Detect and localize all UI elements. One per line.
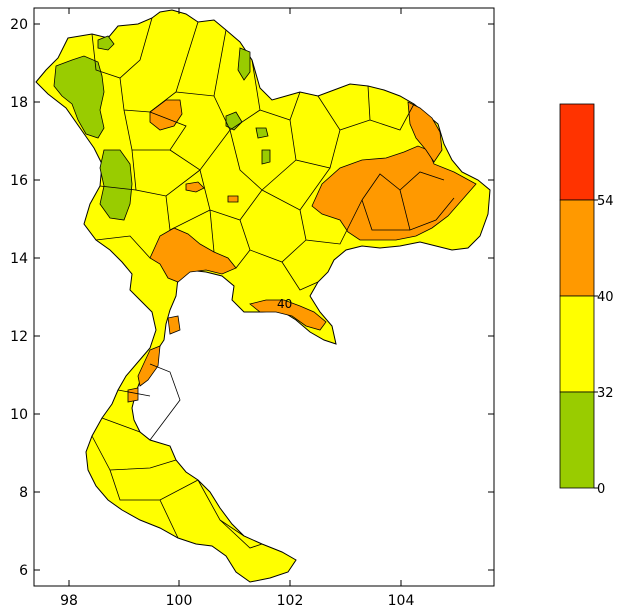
orange-zones bbox=[127, 99, 477, 403]
orange-zone-north-central bbox=[149, 99, 183, 131]
green-zone-central-3 bbox=[261, 149, 271, 165]
legend-swatch-yellow bbox=[559, 295, 595, 393]
legend-label: 0 bbox=[597, 482, 605, 497]
green-zone-northwest bbox=[53, 55, 105, 139]
orange-zone-small-2 bbox=[227, 195, 239, 203]
green-zones bbox=[53, 35, 271, 221]
legend-swatch-green bbox=[559, 391, 595, 489]
orange-zone-northeast bbox=[311, 145, 477, 241]
x-tick-label: 98 bbox=[60, 593, 78, 609]
y-tick-label: 18 bbox=[10, 95, 28, 111]
legend-swatch-red bbox=[559, 103, 595, 201]
legend-colorbar: 54 40 32 0 bbox=[559, 103, 614, 497]
y-tick-label: 12 bbox=[10, 329, 28, 345]
x-tick-label: 102 bbox=[277, 593, 304, 609]
legend-swatch-orange bbox=[559, 199, 595, 297]
y-tick-label: 8 bbox=[19, 485, 28, 501]
legend-label: 40 bbox=[597, 290, 614, 305]
green-zone-north-east bbox=[237, 47, 251, 81]
orange-zone-southeast-coast bbox=[249, 299, 327, 331]
contour-label: 40 bbox=[277, 297, 292, 311]
green-zone-central-1 bbox=[225, 111, 243, 131]
orange-zone-east-rim bbox=[407, 101, 443, 163]
green-zone-central-2 bbox=[255, 127, 269, 139]
orange-zone-south-3 bbox=[127, 387, 139, 403]
y-tick-label: 14 bbox=[10, 251, 28, 267]
x-tick-label: 104 bbox=[388, 593, 415, 609]
y-tick-label: 10 bbox=[10, 407, 28, 423]
orange-zone-south-2 bbox=[137, 345, 161, 387]
orange-zone-small-1 bbox=[185, 181, 205, 193]
green-zone-west bbox=[99, 149, 133, 221]
x-axis: 98 100 102 104 bbox=[60, 8, 414, 609]
province-borders bbox=[91, 17, 455, 549]
x-tick-label: 100 bbox=[166, 593, 193, 609]
orange-zone-south-1 bbox=[167, 315, 181, 335]
legend-label: 54 bbox=[597, 194, 614, 209]
legend-label: 32 bbox=[597, 386, 614, 401]
y-tick-label: 20 bbox=[10, 17, 28, 33]
green-zone-north-small bbox=[97, 35, 115, 51]
y-tick-label: 16 bbox=[10, 173, 28, 189]
y-tick-label: 6 bbox=[19, 563, 28, 579]
y-axis: 20 18 16 14 12 10 8 6 bbox=[10, 17, 494, 579]
